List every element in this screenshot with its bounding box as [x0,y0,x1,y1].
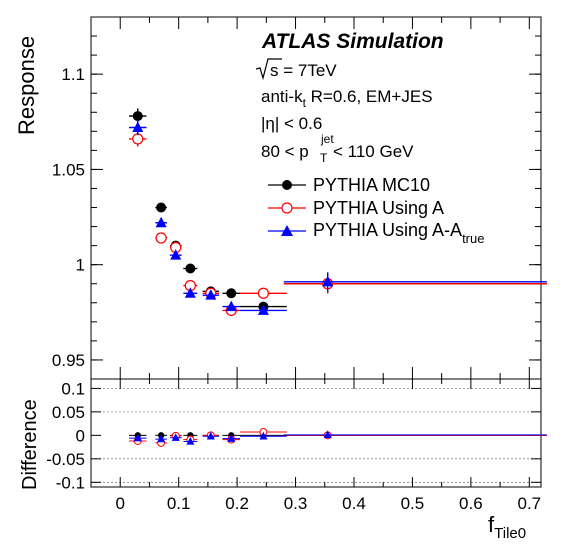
diff-triangle [206,431,215,440]
diff-triangle [227,434,236,442]
algo-rest: R=0.6, EM+JES [306,87,433,106]
data-point-open-circle [257,287,270,299]
y-tick-label: 0.95 [52,351,85,370]
x-tick-label: 0.4 [342,494,366,513]
diff-tick-label: 0.1 [61,379,85,398]
legend-label-sub: true [462,231,484,246]
legend-item-pythia-mc10: PYTHIA MC10 [268,175,430,195]
diff-triangle [133,433,142,442]
diff-tick-label: 0 [76,426,85,445]
legend-open-circle-marker [281,202,293,214]
legend-item-pythia-using-a: PYTHIA Using A [268,198,444,218]
data-point-filled-circle [226,288,237,299]
pt-right: < 110 GeV [333,142,414,161]
difference-panel-frame [90,378,542,488]
data-point-open-circle [132,133,144,145]
x-axis-label-main: f [488,512,495,537]
axis-tick-labels: 0 0.1 0.2 0.3 0.4 0.5 0.6 0.7 0.95 1 1.05 1.1 -0.1 -0… [46,65,541,513]
data-point-triangle [170,249,182,260]
data-point-open-circle [155,232,167,244]
data-point-triangle [132,121,144,133]
legend-item-pythia-using-a-atrue: PYTHIA Using A-Atrue [268,220,484,246]
legend-label-main: PYTHIA Using A-A [313,220,462,240]
diff-triangle [186,436,195,445]
data-point-triangle [322,275,334,287]
diff-point [259,431,268,440]
axis-ticks [91,16,541,487]
x-tick-label: 0.6 [459,494,483,513]
jet-algorithm-annotation: anti-kt R=0.6, EM+JES [261,87,433,110]
pt-sub: T [320,151,328,165]
y-tick-label: 1.05 [52,160,85,179]
diff-triangle [157,434,166,443]
x-tick-label: 0.7 [517,494,541,513]
legend-filled-circle-marker [282,180,292,190]
pt-left: 80 < p [261,142,309,161]
legend-label: PYTHIA MC10 [313,175,430,195]
x-tick-label: 0.1 [167,494,191,513]
diff-tick-label: 0.05 [52,403,85,422]
pt-sup: jet [320,132,334,146]
x-tick-label: 0 [115,494,124,513]
x-tick-label: 0.3 [284,494,308,513]
diff-point [323,430,332,439]
diff-point [157,434,166,443]
diff-point [186,436,195,445]
x-axis-label-sub: Tile0 [494,525,526,542]
data-point-triangle [257,304,269,315]
difference-panel-markers [128,428,547,447]
eta-annotation: |η| < 0.6 [261,114,322,133]
legend: PYTHIA MC10 PYTHIA Using A PYTHIA Using … [268,175,484,246]
data-point-triangle [205,289,217,300]
data-point-filled-circle [156,202,167,213]
x-tick-label: 0.5 [401,494,425,513]
data-point-triangle [184,287,196,298]
sqrt-s-annotation: s = 7TeV [255,58,337,81]
y-tick-label: 1 [76,256,85,275]
main-panel-markers [128,108,547,317]
diff-triangle [259,431,268,440]
data-point-triangle [225,300,237,312]
y-axis-label: Response [14,36,39,135]
diff-triangle [171,433,180,441]
data-point-triangle [155,216,167,228]
x-tick-label: 0.2 [225,494,249,513]
algo-sub: t [303,96,307,110]
algo-main: anti-k [261,87,303,106]
diff-triangle [323,430,332,439]
diff-point [206,431,215,440]
sqrt-symbol-icon [255,58,282,81]
sqrt-s-text: s = 7TeV [270,61,337,80]
diff-point [171,433,180,441]
data-point-filled-circle [132,111,143,122]
diff-tick-label: -0.1 [56,473,85,492]
legend-label: PYTHIA Using A [313,198,444,218]
data-point-filled-circle [185,263,196,274]
pt-annotation: 80 < p jet T < 110 GeV [261,132,414,165]
diff-tick-label: -0.05 [46,450,85,469]
difference-gridlines [91,387,541,483]
difference-axis-label: Difference [19,399,41,490]
legend-label: PYTHIA Using A-Atrue [313,220,484,246]
chart-title: ATLAS Simulation [261,30,444,53]
diff-point [227,434,236,442]
y-tick-label: 1.1 [61,65,85,84]
x-axis-label: fTile0 [488,512,526,542]
legend-triangle-marker [281,225,293,236]
diff-point [133,433,142,442]
